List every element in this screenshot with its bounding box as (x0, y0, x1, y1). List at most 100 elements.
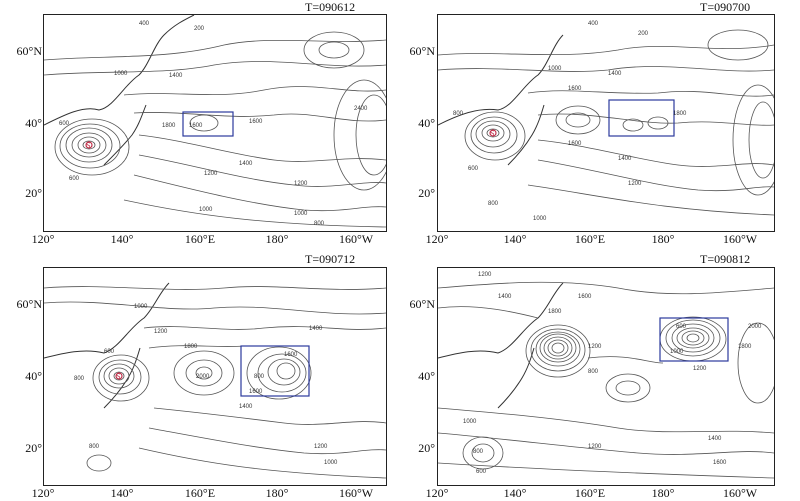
contour-label: 1400 (309, 326, 323, 332)
highlight-box (240, 345, 310, 397)
panel-time-label: T=090612 (305, 0, 356, 14)
contour-label: 1400 (239, 161, 253, 167)
lon-label-140: 140° (503, 232, 527, 246)
lat-label-60n: 60°N (16, 297, 42, 311)
contour-label: 1600 (578, 294, 592, 300)
lat-label-60n: 60°N (16, 44, 42, 58)
low-center-label: S (490, 129, 494, 138)
contour-label: 1200 (693, 366, 707, 372)
lat-label-60n: 60°N (409, 297, 435, 311)
map-frame: 1200 1400 1600 1800 1200 800 600 1000 12… (437, 267, 775, 486)
contour-label: 1000 (463, 419, 477, 425)
contour-label: 1200 (294, 181, 308, 187)
contour-label: 1000 (114, 71, 128, 77)
contour-label: 1800 (184, 344, 198, 350)
panel-time-label: T=090712 (305, 252, 356, 266)
contour-map: S 600 800 1000 1400 1800 1200 1600 2000 … (44, 282, 386, 479)
lon-label-160w: 160°W (722, 486, 758, 500)
contour-label: 1000 (324, 460, 338, 466)
contour-label: 1600 (713, 460, 727, 466)
contour-label: 800 (588, 369, 599, 375)
contour-label: 400 (588, 21, 599, 27)
lon-label-160e: 160°E (574, 232, 606, 246)
lon-label-140: 140° (110, 486, 134, 500)
low-center-label: S (116, 372, 120, 381)
lon-label-140: 140° (110, 232, 134, 246)
contour-label: 2400 (354, 106, 368, 112)
highlight-box (608, 99, 675, 137)
highlight-box (659, 317, 729, 362)
map-frame: S 400 200 1000 1400 1600 800 1600 1800 1… (437, 14, 775, 232)
contour-label: 200 (194, 26, 205, 32)
contour-map: 1200 1400 1600 1800 1200 800 600 1000 12… (438, 272, 774, 479)
lat-label-20: 20° (418, 441, 435, 455)
contour-map: S 400 200 1000 1400 1600 800 1600 1800 1… (438, 21, 774, 222)
lon-label-160w: 160°W (338, 486, 374, 500)
lat-label-20: 20° (418, 186, 435, 200)
lat-label-40: 40° (418, 116, 435, 130)
lon-label-160e: 160°E (184, 232, 216, 246)
contour-label: 600 (476, 469, 487, 475)
lat-label-40: 40° (25, 116, 42, 130)
contour-label: 1000 (294, 211, 308, 217)
contour-label: 1000 (134, 304, 148, 310)
contour-label: 2000 (748, 324, 762, 330)
contour-label: 600 (59, 121, 70, 127)
contour-label: 1600 (249, 119, 263, 125)
lon-label-120: 120° (425, 486, 449, 500)
contour-label: 600 (468, 166, 479, 172)
map-frame: S 600 800 1000 1400 1800 1200 1600 2000 … (43, 267, 387, 486)
contour-label: 1600 (568, 141, 582, 147)
contour-label: 600 (69, 176, 80, 182)
contour-label: 2000 (196, 374, 210, 380)
contour-label: 800 (314, 221, 325, 227)
map-frame: S 400 200 600 1000 1400 1800 1600 1600 1… (43, 14, 387, 232)
contour-label: 1200 (154, 329, 168, 335)
contour-label: 1600 (568, 86, 582, 92)
lon-label-180: 180° (651, 486, 675, 500)
low-center-marker (489, 129, 497, 137)
contour-label: 1000 (548, 66, 562, 72)
lon-label-120: 120° (425, 232, 449, 246)
contour-label: 800 (254, 374, 265, 380)
contour-label: 1200 (588, 444, 602, 450)
contour-label: 1400 (498, 294, 512, 300)
contour-label: 600 (676, 324, 687, 330)
contour-label: 1400 (239, 404, 253, 410)
lon-label-160w: 160°W (722, 232, 758, 246)
contour-label: 1600 (284, 352, 298, 358)
panel-time-label: T=090812 (700, 252, 751, 266)
contour-label: 1000 (670, 349, 684, 355)
contour-label: 600 (104, 349, 115, 355)
lon-label-180: 180° (651, 232, 675, 246)
lat-label-40: 40° (418, 369, 435, 383)
contour-label: 1000 (199, 207, 213, 213)
contour-label: 1400 (618, 156, 632, 162)
contour-label: 1400 (708, 436, 722, 442)
contour-label: 1800 (673, 111, 687, 117)
contour-label: 1800 (738, 344, 752, 350)
highlight-box (182, 111, 234, 137)
contour-label: 1600 (189, 123, 203, 129)
contour-label: 1000 (533, 216, 547, 222)
lon-label-160e: 160°E (574, 486, 606, 500)
contour-label: 1600 (249, 389, 263, 395)
contour-label: 200 (638, 31, 649, 37)
lon-label-180: 180° (265, 232, 289, 246)
contour-label: 400 (139, 21, 150, 27)
lon-label-120: 120° (31, 232, 55, 246)
lat-label-20: 20° (25, 441, 42, 455)
lon-label-160e: 160°E (184, 486, 216, 500)
lon-label-140: 140° (503, 486, 527, 500)
contour-label: 1200 (628, 181, 642, 187)
contour-label: 1800 (548, 309, 562, 315)
contour-label: 1400 (608, 71, 622, 77)
contour-label: 1200 (204, 171, 218, 177)
contour-label: 800 (453, 111, 464, 117)
contour-label: 800 (89, 444, 100, 450)
contour-label: 1200 (314, 444, 328, 450)
lat-label-20: 20° (25, 186, 42, 200)
low-center-marker (85, 141, 93, 149)
contour-map: S 400 200 600 1000 1400 1800 1600 1600 1… (44, 15, 386, 228)
contour-label: 1400 (169, 73, 183, 79)
